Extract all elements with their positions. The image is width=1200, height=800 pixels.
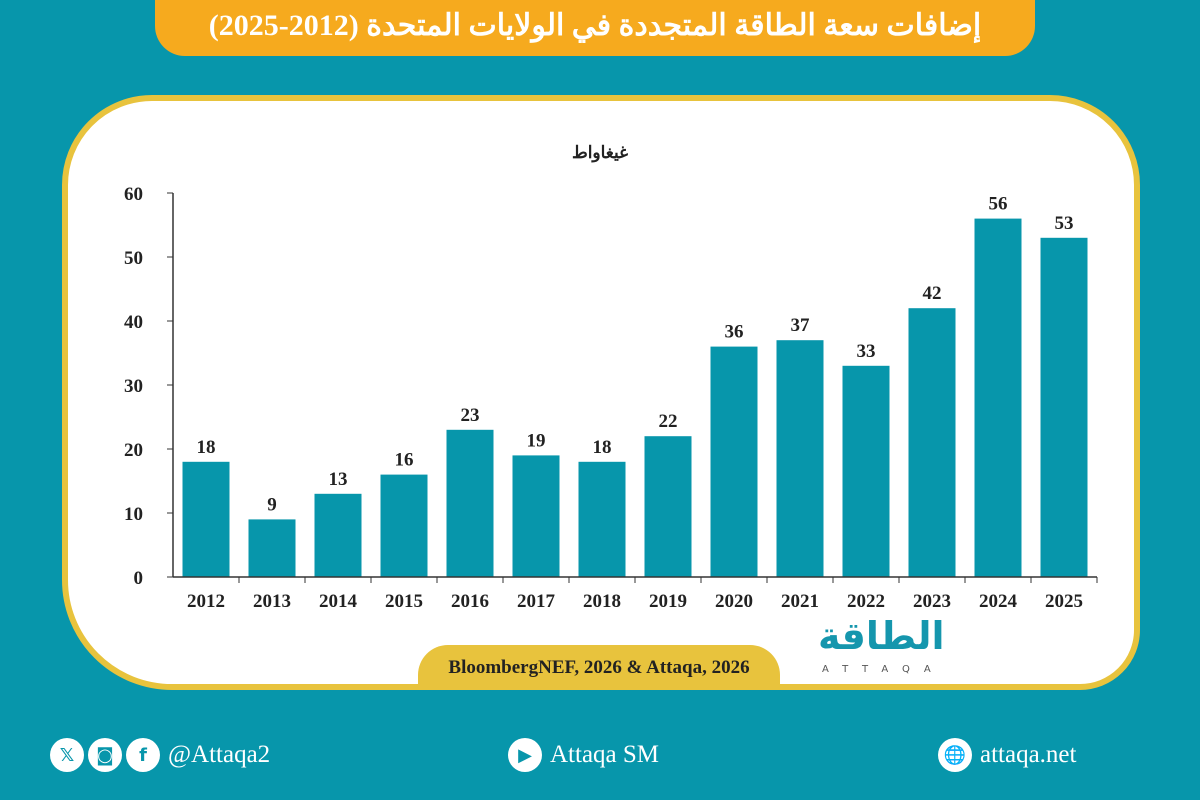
bar-2017 xyxy=(512,455,560,577)
bar-2014 xyxy=(314,493,362,577)
x-icon[interactable]: 𝕏 xyxy=(50,738,84,772)
data-label-2024: 56 xyxy=(989,194,1008,215)
y-tick-label-50: 50 xyxy=(124,248,143,269)
bar-2016 xyxy=(446,429,494,577)
bar-2025 xyxy=(1040,237,1088,578)
x-tick-label-2022: 2022 xyxy=(847,591,885,612)
x-tick-label-2017: 2017 xyxy=(517,591,556,612)
social-links: 𝕏 ◙ f @Attaqa2 xyxy=(50,735,270,775)
bar-2012 xyxy=(182,461,230,577)
y-tick-label-20: 20 xyxy=(124,440,143,461)
bar-2023 xyxy=(908,308,956,577)
bar-2022 xyxy=(842,365,890,577)
bar-2020 xyxy=(710,346,758,577)
data-label-2022: 33 xyxy=(857,341,876,362)
data-label-2016: 23 xyxy=(461,405,480,426)
x-tick-label-2018: 2018 xyxy=(583,591,621,612)
y-tick-label-10: 10 xyxy=(124,504,143,525)
data-label-2014: 13 xyxy=(329,469,348,490)
data-label-2021: 37 xyxy=(791,315,811,336)
social-handle[interactable]: @Attaqa2 xyxy=(168,741,271,768)
x-tick-label-2025: 2025 xyxy=(1045,591,1083,612)
bar-2019 xyxy=(644,436,692,577)
x-tick-label-2014: 2014 xyxy=(319,591,358,612)
x-tick-label-2015: 2015 xyxy=(385,591,423,612)
data-label-2015: 16 xyxy=(395,450,414,471)
x-tick-label-2024: 2024 xyxy=(979,591,1018,612)
data-label-2023: 42 xyxy=(923,283,942,304)
y-tick-label-60: 60 xyxy=(124,184,143,205)
y-tick-label-30: 30 xyxy=(124,376,143,397)
bar-2013 xyxy=(248,519,296,577)
x-tick-label-2012: 2012 xyxy=(187,591,225,612)
facebook-icon[interactable]: f xyxy=(126,738,160,772)
youtube-link: ▶ Attaqa SM xyxy=(508,735,659,775)
data-label-2019: 22 xyxy=(659,411,678,432)
website-link: 🌐 attaqa.net xyxy=(938,735,1076,775)
data-label-2017: 19 xyxy=(527,430,546,451)
x-tick-label-2023: 2023 xyxy=(913,591,951,612)
logo-latin: ATTAQA xyxy=(822,664,945,675)
x-tick-label-2016: 2016 xyxy=(451,591,489,612)
y-tick-label-0: 0 xyxy=(134,568,144,589)
bar-2015 xyxy=(380,474,428,577)
bar-2018 xyxy=(578,461,626,577)
youtube-icon[interactable]: ▶ xyxy=(508,738,542,772)
globe-icon[interactable]: 🌐 xyxy=(938,738,972,772)
data-label-2013: 9 xyxy=(267,494,277,515)
youtube-handle[interactable]: Attaqa SM xyxy=(550,741,660,768)
instagram-icon[interactable]: ◙ xyxy=(88,738,122,772)
attaqa-logo: الطاقة ATTAQA xyxy=(818,614,1008,680)
data-label-2025: 53 xyxy=(1055,213,1074,234)
chart-title: إضافات سعة الطاقة المتجددة في الولايات ا… xyxy=(155,0,1035,56)
data-label-2018: 18 xyxy=(593,437,612,458)
bar-2024 xyxy=(974,218,1022,577)
data-label-2012: 18 xyxy=(197,437,216,458)
logo-arabic: الطاقة xyxy=(818,614,945,658)
y-tick-label-40: 40 xyxy=(124,312,143,333)
data-label-2020: 36 xyxy=(725,322,744,343)
x-tick-label-2020: 2020 xyxy=(715,591,753,612)
bar-2021 xyxy=(776,340,824,577)
x-tick-label-2021: 2021 xyxy=(781,591,819,612)
x-tick-label-2019: 2019 xyxy=(649,591,687,612)
x-tick-label-2013: 2013 xyxy=(253,591,291,612)
website-url[interactable]: attaqa.net xyxy=(980,741,1077,768)
y-axis-unit: غيغاواط xyxy=(571,143,629,162)
source-label: BloombergNEF, 2026 & Attaqa, 2026 xyxy=(418,645,780,689)
